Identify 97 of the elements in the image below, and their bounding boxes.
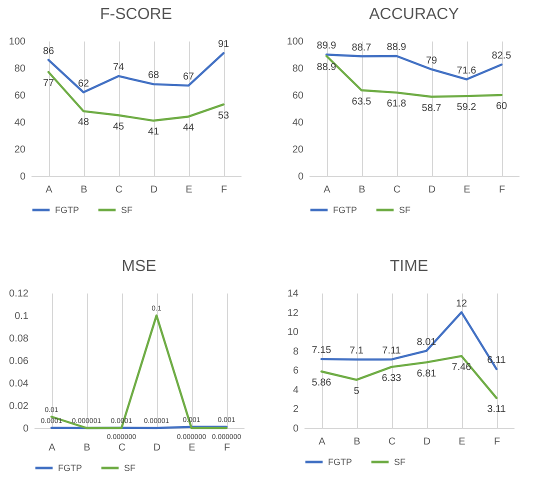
data-label: 58.7 — [422, 102, 442, 114]
chart-title: MSE — [122, 258, 156, 275]
x-tick-label: D — [423, 436, 431, 448]
x-tick-label: B — [84, 442, 91, 454]
chart-title: F-SCORE — [100, 6, 172, 23]
y-tick-label: 14 — [287, 288, 299, 300]
data-label: 68 — [148, 70, 160, 82]
x-tick-label: F — [494, 436, 500, 448]
x-tick-label: E — [458, 436, 466, 448]
y-tick-label: 2 — [292, 404, 299, 416]
x-tick-label: F — [224, 442, 230, 454]
y-tick-label: 12 — [287, 308, 299, 319]
data-label: 62 — [78, 78, 90, 90]
data-label: 6.33 — [382, 372, 402, 384]
y-tick-label: 20 — [14, 144, 26, 156]
y-tick-label: 0 — [22, 424, 29, 434]
x-tick-label: B — [354, 436, 361, 448]
x-tick-label: E — [464, 184, 471, 196]
y-tick-label: 4 — [292, 384, 299, 396]
y-tick-label: 40 — [292, 118, 304, 128]
legend-label: SF — [121, 205, 134, 215]
data-label: 3.11 — [487, 404, 506, 416]
chart-title: TIME — [390, 258, 428, 275]
chart-title: ACCURACY — [369, 6, 460, 23]
y-tick-label: 0.04 — [9, 378, 29, 390]
y-tick-label: 0 — [292, 424, 299, 434]
data-label: 6.81 — [416, 368, 437, 380]
x-tick-label: C — [118, 442, 126, 454]
data-label: 89.9 — [316, 40, 337, 52]
x-tick-label: E — [188, 442, 196, 454]
data-label: 86 — [42, 46, 54, 57]
x-tick-label: C — [115, 184, 123, 196]
x-tick-label: C — [393, 184, 401, 196]
x-tick-label: D — [153, 442, 161, 454]
data-label: 63.5 — [352, 96, 372, 108]
data-label: 12 — [456, 298, 468, 310]
y-tick-label: 0.08 — [9, 334, 29, 344]
y-tick-label: 6 — [292, 366, 299, 377]
legend-label: FGTP — [58, 463, 82, 473]
x-tick-label: C — [388, 436, 396, 448]
legend-label: FGTP — [328, 457, 352, 467]
data-label: 41 — [148, 126, 160, 138]
y-tick-label: 10 — [287, 327, 299, 338]
legend-label: SF — [394, 457, 406, 467]
x-tick-label: E — [186, 184, 193, 196]
data-label: 88.7 — [352, 42, 372, 54]
data-label: 5.86 — [312, 377, 332, 388]
data-label: 59.2 — [456, 102, 477, 114]
y-tick-label: 60 — [14, 90, 26, 102]
y-tick-label: 60 — [292, 90, 304, 102]
y-tick-label: 100 — [286, 36, 304, 48]
data-label: 88.9 — [316, 62, 337, 73]
x-tick-label: B — [80, 184, 88, 196]
y-tick-label: 8 — [292, 346, 299, 358]
y-tick-label: 100 — [8, 36, 26, 48]
data-label: 77 — [42, 78, 54, 90]
data-label: 5 — [354, 386, 360, 397]
data-label: 67 — [182, 72, 194, 83]
y-tick-label: 0.12 — [9, 288, 29, 300]
data-label: 7.11 — [382, 345, 402, 356]
x-tick-label: B — [358, 184, 366, 196]
x-tick-label: D — [150, 184, 158, 196]
x-tick-label: A — [48, 442, 56, 454]
data-label: 91 — [218, 39, 230, 50]
legend-label: SF — [124, 463, 136, 473]
data-label: 48 — [78, 117, 90, 128]
data-label: 71.6 — [456, 65, 477, 76]
y-tick-label: 80 — [14, 64, 26, 74]
y-tick-label: 20 — [292, 144, 304, 156]
y-tick-label: 0.02 — [9, 401, 29, 412]
data-label: 88.9 — [386, 42, 407, 53]
data-label: 53 — [218, 110, 230, 122]
data-label: 74 — [112, 62, 124, 74]
data-label: 45 — [112, 121, 124, 132]
x-tick-label: A — [318, 436, 326, 448]
data-label: 7.1 — [350, 346, 364, 357]
y-tick-label: 0.06 — [9, 356, 29, 367]
y-tick-label: 40 — [14, 118, 26, 128]
x-tick-label: D — [428, 184, 436, 196]
y-tick-label: 0.1 — [14, 311, 29, 322]
y-tick-label: 0 — [20, 172, 26, 182]
y-tick-label: 80 — [292, 64, 304, 74]
data-label: 7.46 — [452, 362, 472, 374]
data-label: 61.8 — [386, 98, 407, 110]
data-label: 44 — [182, 122, 194, 134]
x-tick-label: A — [46, 184, 53, 196]
legend-label: FGTP — [333, 205, 357, 215]
legend-label: FGTP — [55, 205, 79, 215]
x-tick-label: A — [324, 184, 331, 196]
x-tick-label: F — [498, 184, 506, 196]
data-label: 7.15 — [312, 345, 332, 356]
legend-label: SF — [399, 205, 412, 215]
data-label: 82.5 — [492, 50, 512, 62]
y-tick-label: 0 — [298, 172, 304, 182]
x-tick-label: F — [220, 184, 228, 196]
data-label: 60 — [496, 101, 508, 112]
data-label: 79 — [426, 55, 438, 66]
